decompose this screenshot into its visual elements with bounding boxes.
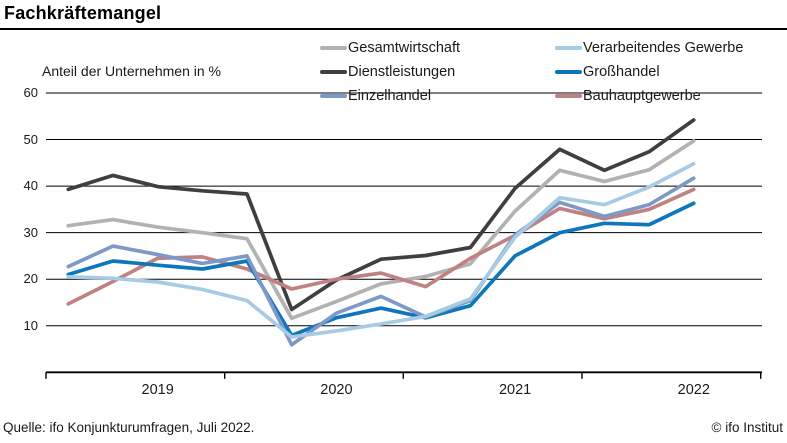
x-tick-label-2021: 2021 xyxy=(498,382,532,398)
y-tick-label-20: 20 xyxy=(23,271,38,287)
source-note: Quelle: ifo Konjunkturumfragen, Juli 202… xyxy=(3,420,255,435)
series-line-gesamtwirtschaft xyxy=(66,139,696,321)
x-tick-label-2022: 2022 xyxy=(677,382,710,398)
title-divider-rule xyxy=(0,28,787,30)
y-tick-label-60: 60 xyxy=(23,85,38,100)
series-line-dienstleistungen xyxy=(66,118,696,312)
y-tick-label-30: 30 xyxy=(23,224,38,240)
page-title: Fachkräftemangel xyxy=(4,3,162,23)
x-tick-label-2019: 2019 xyxy=(141,382,174,398)
series-line-grosshandel xyxy=(66,201,696,338)
y-tick-label-10: 10 xyxy=(23,317,38,333)
series-line-verarbeitendes-gewerbe xyxy=(66,161,696,339)
x-tick-label-2020: 2020 xyxy=(320,382,353,398)
series-line-einzelhandel xyxy=(66,176,696,347)
y-axis-title: Anteil der Unternehmen in % xyxy=(42,63,221,79)
y-tick-label-50: 50 xyxy=(23,131,38,147)
series-line-bauhauptgewerbe xyxy=(66,187,696,306)
copyright-note: © ifo Institut xyxy=(711,420,783,435)
y-tick-label-40: 40 xyxy=(23,178,38,194)
